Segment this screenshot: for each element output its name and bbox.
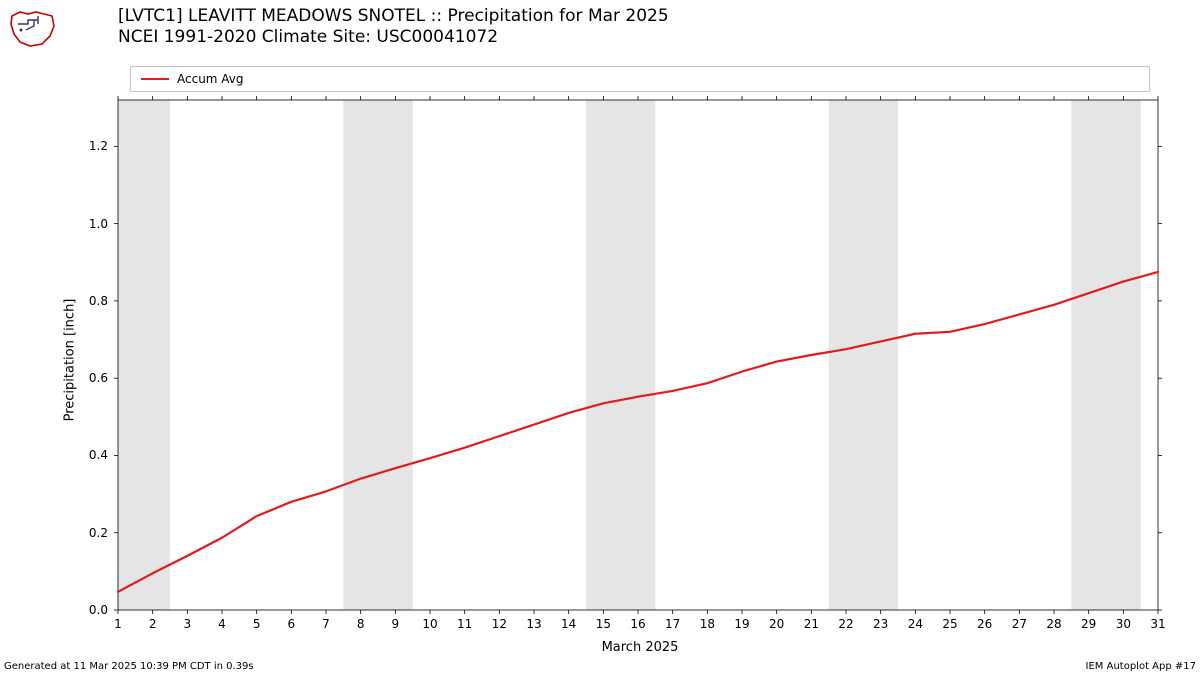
x-tick-label: 8 (357, 617, 365, 631)
y-tick-label: 0.8 (89, 294, 108, 308)
x-tick-label: 22 (838, 617, 853, 631)
x-tick-label: 28 (1046, 617, 1061, 631)
x-tick-label: 15 (596, 617, 611, 631)
x-tick-label: 4 (218, 617, 226, 631)
x-tick-label: 23 (873, 617, 888, 631)
x-tick-label: 18 (700, 617, 715, 631)
x-tick-label: 31 (1150, 617, 1165, 631)
x-tick-label: 27 (1012, 617, 1027, 631)
y-tick-label: 0.2 (89, 526, 108, 540)
x-tick-label: 26 (977, 617, 992, 631)
y-tick-label: 1.0 (89, 217, 108, 231)
y-tick-label: 0.6 (89, 371, 108, 385)
x-tick-label: 13 (526, 617, 541, 631)
chart-canvas (0, 0, 1200, 675)
x-tick-label: 12 (492, 617, 507, 631)
x-tick-label: 21 (804, 617, 819, 631)
y-tick-label: 0.0 (89, 603, 108, 617)
x-tick-label: 30 (1116, 617, 1131, 631)
x-tick-label: 1 (114, 617, 122, 631)
x-tick-label: 29 (1081, 617, 1096, 631)
x-tick-label: 10 (422, 617, 437, 631)
x-tick-label: 3 (184, 617, 192, 631)
x-tick-label: 7 (322, 617, 330, 631)
y-tick-label: 0.4 (89, 448, 108, 462)
x-tick-label: 25 (942, 617, 957, 631)
x-tick-label: 19 (734, 617, 749, 631)
x-tick-label: 24 (908, 617, 923, 631)
x-tick-label: 6 (288, 617, 296, 631)
x-tick-label: 17 (665, 617, 680, 631)
y-tick-label: 1.2 (89, 139, 108, 153)
x-tick-label: 2 (149, 617, 157, 631)
x-tick-label: 16 (630, 617, 645, 631)
x-tick-label: 5 (253, 617, 261, 631)
x-tick-label: 14 (561, 617, 576, 631)
x-tick-label: 11 (457, 617, 472, 631)
x-tick-label: 9 (392, 617, 400, 631)
x-tick-label: 20 (769, 617, 784, 631)
